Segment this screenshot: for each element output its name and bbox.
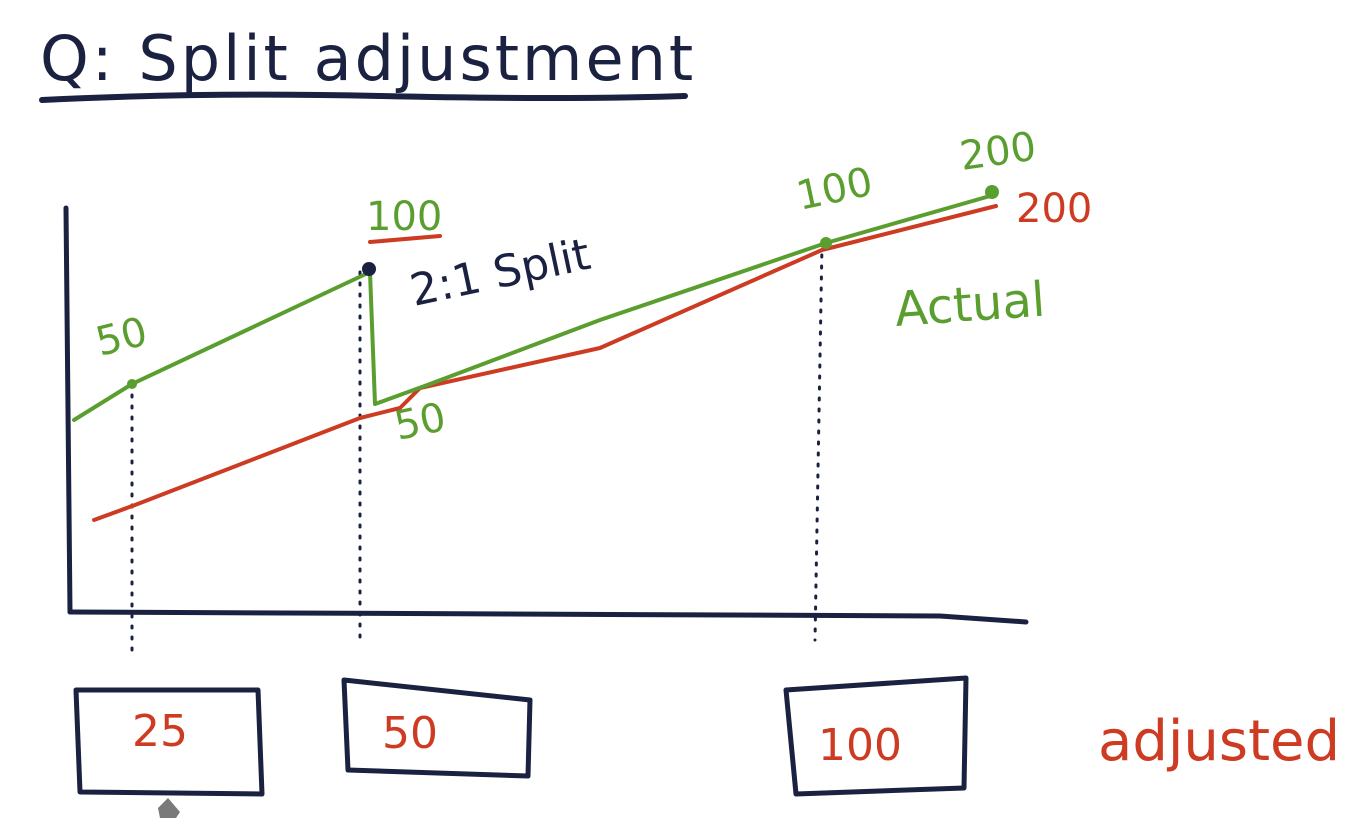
adjusted-legend: adjusted xyxy=(1098,709,1340,774)
split-annotation: 2:1 Split xyxy=(406,229,595,317)
adjusted-price-line xyxy=(92,204,998,522)
actual-label-100-after: 100 xyxy=(793,159,877,220)
pen-cursor xyxy=(158,798,180,818)
answer-box-1[interactable] xyxy=(73,687,265,797)
answer-value-3: 100 xyxy=(818,720,902,771)
actual-label-50-before: 50 xyxy=(91,309,152,366)
adjusted-label-200: 200 xyxy=(1016,186,1092,232)
answer-value-1: 25 xyxy=(132,706,188,757)
actual-point-4 xyxy=(985,185,999,199)
actual-point-1 xyxy=(127,379,137,389)
answer-box-2[interactable] xyxy=(341,677,533,779)
answer-box-3[interactable] xyxy=(783,675,969,797)
actual-point-3 xyxy=(820,237,832,249)
actual-price-line xyxy=(72,194,992,422)
actual-label-50-after: 50 xyxy=(391,394,450,450)
x-axis xyxy=(67,609,1029,625)
actual-legend: Actual xyxy=(893,272,1047,338)
y-axis xyxy=(63,205,73,615)
page-title: Q: Split adjustment xyxy=(40,22,696,95)
label-100-underline xyxy=(368,234,442,244)
guide-line-3 xyxy=(813,242,824,642)
split-point xyxy=(362,262,376,276)
actual-label-100-before: 100 xyxy=(366,194,442,240)
title-underline xyxy=(39,91,688,103)
answer-value-2: 50 xyxy=(382,708,438,759)
actual-label-200: 200 xyxy=(957,124,1039,180)
